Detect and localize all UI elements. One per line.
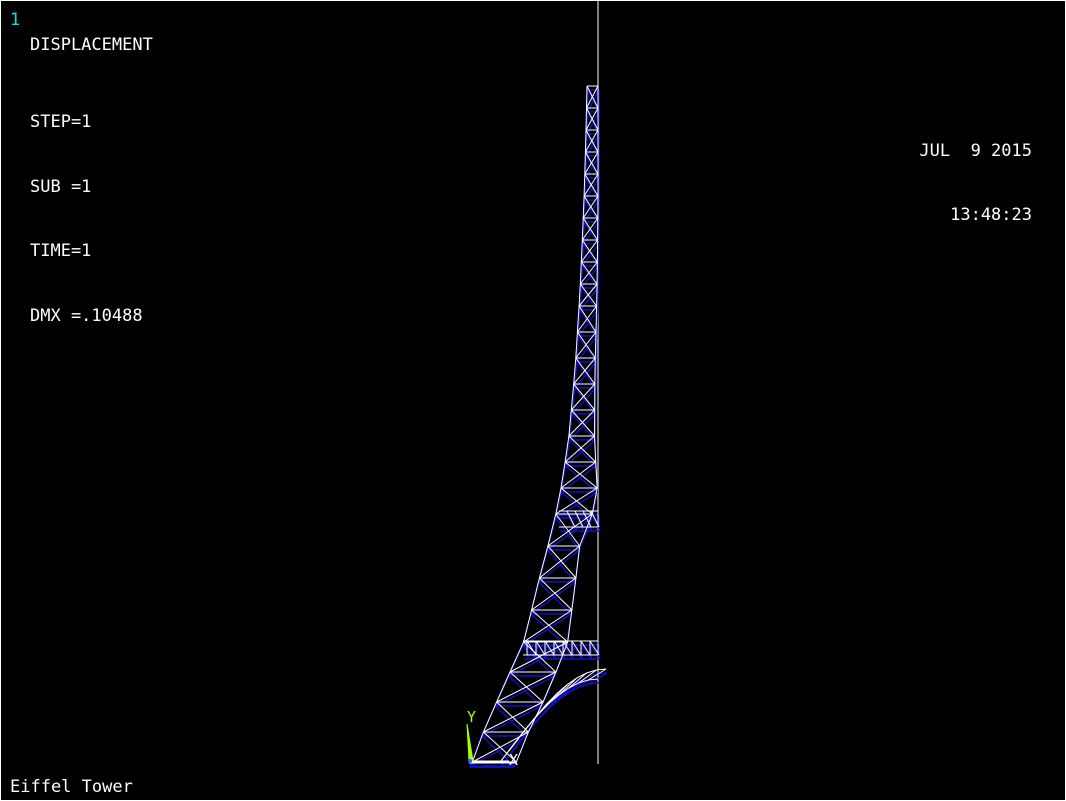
deformed-brace	[581, 217, 599, 241]
deformed-arch-brace	[568, 672, 587, 689]
undeformed-brace	[547, 517, 593, 551]
deformed-arch-brace	[588, 668, 607, 681]
deformed-outer-chord	[471, 85, 588, 764]
undeformed-platform	[591, 514, 601, 532]
deformed-arch-brace	[549, 684, 568, 704]
deformed-brace	[483, 701, 544, 733]
undeformed-platform	[590, 644, 601, 660]
deformed-platform	[582, 510, 592, 528]
deformed-brace	[547, 545, 577, 579]
deformed-brace	[573, 357, 596, 385]
deformed-brace	[568, 435, 597, 463]
deformed-platform	[566, 510, 576, 528]
deformed-brace	[496, 671, 557, 703]
deformed-shape	[469, 85, 607, 764]
deformed-brace	[539, 545, 581, 579]
undeformed-outer-chord	[469, 89, 589, 768]
deformed-platform	[589, 640, 600, 656]
undeformed-brace	[508, 645, 567, 677]
undeformed-platform	[536, 644, 547, 660]
deformed-brace	[584, 129, 599, 153]
deformed-platform	[571, 640, 582, 656]
coordinate-triad: Y X	[466, 708, 518, 769]
dmx-label: DMX =.10488	[30, 305, 143, 326]
deformed-arch-brace	[529, 702, 549, 725]
deformed-arch-brace	[558, 677, 578, 696]
deformed-brace	[573, 383, 596, 411]
triad-origin	[468, 759, 472, 763]
deformed-platform	[580, 640, 591, 656]
deformed-arch-brace	[578, 669, 597, 684]
triad-y-arrow	[466, 723, 474, 762]
deformed-brace	[580, 239, 599, 263]
deformed-platform	[574, 510, 584, 528]
deformed-arch	[508, 668, 607, 752]
undeformed-brace	[547, 549, 576, 583]
date-label: JUL 9 2015	[919, 141, 1032, 161]
deformed-brace	[531, 577, 577, 611]
undeformed-platform	[567, 514, 577, 532]
deformed-brace	[578, 283, 598, 307]
deformed-inner-chord	[515, 86, 599, 764]
triad-x-label: X	[509, 751, 518, 769]
time-label: TIME=1	[30, 241, 92, 261]
undeformed-brace	[481, 705, 542, 737]
deformed-platform	[544, 640, 555, 656]
deformed-brace	[568, 409, 596, 437]
deformed-brace	[555, 513, 581, 547]
deformed-brace	[523, 609, 573, 643]
undeformed-platform	[581, 644, 592, 660]
deformed-brace	[570, 409, 595, 437]
undeformed-platform	[545, 644, 556, 660]
deformed-brace	[575, 331, 597, 359]
substep-label: SUB =1	[30, 176, 92, 197]
undeformed-brace	[538, 581, 572, 615]
deformed-platform	[553, 640, 564, 656]
deformed-brace	[585, 107, 599, 131]
deformed-platform	[590, 510, 600, 528]
deformed-brace	[547, 513, 593, 547]
legend-info: STEP=1 SUB =1 TIME=1 DMX =.10488	[30, 70, 143, 368]
undeformed-arch-brace	[588, 672, 608, 685]
deformed-platform	[535, 640, 546, 656]
deformed-brace	[584, 151, 599, 175]
undeformed-brace	[530, 581, 576, 615]
deformed-platform	[562, 640, 573, 656]
triad-y-label: Y	[467, 708, 476, 726]
deformed-brace	[579, 261, 598, 285]
date-time-stamp: JUL 9 2015 13:48:23	[919, 99, 1032, 267]
undeformed-arch-brace	[549, 688, 569, 708]
deformed-arch-brace	[539, 692, 558, 714]
clock-label: 13:48:23	[950, 205, 1032, 225]
deformed-brace	[583, 173, 599, 197]
deformed-brace	[575, 357, 596, 385]
undeformed-platform	[583, 514, 593, 532]
deformed-brace	[555, 487, 598, 515]
window-number: 1	[10, 10, 21, 30]
undeformed-platform	[572, 644, 583, 660]
deformed-brace	[564, 435, 595, 463]
deformed-brace	[539, 577, 573, 611]
undeformed-arch-brace	[569, 676, 589, 693]
undeformed-brace	[555, 517, 580, 551]
undeformed-brace	[494, 675, 555, 707]
deformed-brace	[586, 85, 599, 109]
deformed-platform	[526, 640, 537, 656]
model-title: Eiffel Tower	[10, 777, 133, 797]
undeformed-brace	[538, 549, 580, 583]
deformed-brace	[570, 383, 596, 411]
undeformed-inner-chord	[513, 90, 600, 768]
deformed-brace	[564, 461, 598, 489]
deformed-brace	[582, 195, 599, 219]
deformed-brace	[531, 609, 569, 643]
step-label: STEP=1	[30, 112, 92, 132]
undeformed-arch-brace	[540, 696, 560, 718]
deformed-brace	[576, 305, 598, 333]
deformed-brace	[560, 461, 596, 489]
plot-title: DISPLACEMENT	[30, 35, 153, 55]
